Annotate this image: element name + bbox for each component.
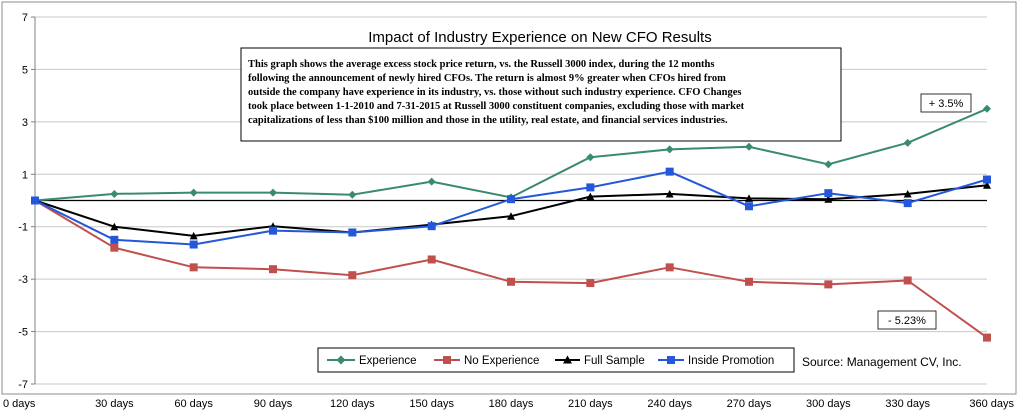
y-tick-label: -3 xyxy=(18,274,28,286)
annotation-line: following the announcement of newly hire… xyxy=(248,73,726,84)
data-point-no-experience xyxy=(586,279,595,288)
legend-item-inside-promotion: Inside Promotion xyxy=(658,355,774,367)
x-tick-label: 30 days xyxy=(95,398,134,410)
y-tick-label: -7 xyxy=(18,379,28,391)
data-point-experience xyxy=(427,177,436,186)
legend-marker-experience xyxy=(336,355,346,365)
callout-experience-frame xyxy=(920,93,972,113)
callout-no-experience-text: - 5.23% xyxy=(888,315,926,327)
legend: Experience No Experience Full Sample Ins… xyxy=(317,347,795,373)
x-tick-label: 300 days xyxy=(806,398,851,410)
data-point-inside-promotion xyxy=(983,175,991,184)
annotation-line: outside the company have experience in i… xyxy=(248,87,742,98)
data-point-no-experience xyxy=(189,263,198,272)
legend-label-full-sample: Full Sample xyxy=(584,355,645,367)
data-point-no-experience xyxy=(745,277,753,286)
data-point-inside-promotion xyxy=(665,167,674,176)
x-tick-label: 120 days xyxy=(330,398,375,410)
data-point-experience xyxy=(745,142,753,151)
annotation-line: This graph shows the average excess stoc… xyxy=(248,59,714,70)
data-point-full-sample xyxy=(665,189,674,198)
x-tick-label: 270 days xyxy=(727,398,772,410)
callout-no-experience-frame xyxy=(877,310,937,330)
annotation-line: took place between 1-1-2010 and 7-31-201… xyxy=(248,101,745,112)
data-point-full-sample xyxy=(745,194,753,202)
data-point-experience xyxy=(189,188,198,197)
data-point-no-experience xyxy=(665,263,674,272)
data-point-no-experience xyxy=(427,255,436,264)
y-tick-labels: 7 5 3 1 -1 -3 -5 -7 xyxy=(18,12,28,391)
y-tick-label: 3 xyxy=(22,117,28,129)
data-point-full-sample xyxy=(110,222,119,231)
data-point-no-experience xyxy=(983,333,991,342)
legend-marker-inside-promotion xyxy=(667,356,675,364)
data-point-full-sample xyxy=(586,192,595,201)
data-point-no-experience xyxy=(269,265,277,274)
data-point-inside-promotion xyxy=(507,195,515,204)
data-point-experience xyxy=(824,160,833,169)
legend-marker-no-experience xyxy=(443,356,451,364)
data-point-inside-promotion xyxy=(586,183,595,192)
legend-label-no-experience: No Experience xyxy=(464,355,539,367)
callout-experience-text: + 3.5% xyxy=(929,98,964,110)
data-point-inside-promotion xyxy=(189,240,198,249)
data-point-full-sample xyxy=(824,195,833,203)
data-point-experience xyxy=(586,153,595,162)
annotation-line: capitalizations of less than $100 millio… xyxy=(248,115,728,126)
data-point-full-sample xyxy=(903,189,912,198)
data-point-inside-promotion xyxy=(348,228,357,237)
data-point-full-sample xyxy=(189,231,198,240)
y-tick-label: -1 xyxy=(18,222,28,234)
legend-label-inside-promotion: Inside Promotion xyxy=(688,355,774,367)
data-point-inside-promotion xyxy=(903,199,912,208)
y-tick-label: 5 xyxy=(22,64,28,76)
x-tick-label: 210 days xyxy=(568,398,613,410)
data-point-inside-promotion xyxy=(427,222,436,231)
data-point-inside-promotion xyxy=(269,226,277,235)
data-point-experience xyxy=(269,188,277,197)
data-point-inside-promotion xyxy=(110,235,119,244)
callout-experience: + 3.5% xyxy=(920,93,972,113)
legend-item-full-sample: Full Sample xyxy=(555,355,645,367)
legend-item-experience: Experience xyxy=(327,355,417,367)
data-point-no-experience xyxy=(903,276,912,285)
chart-title: Impact of Industry Experience on New CFO… xyxy=(368,29,711,46)
y-tick-label: 7 xyxy=(22,12,28,24)
data-point-inside-promotion xyxy=(745,202,753,211)
annotation-box-frame xyxy=(240,47,842,142)
x-tick-label: 90 days xyxy=(254,398,293,410)
x-tick-label: 180 days xyxy=(489,398,534,410)
data-point-no-experience xyxy=(348,271,357,280)
legend-marker-full-sample xyxy=(563,355,572,364)
data-point-experience xyxy=(983,104,991,113)
data-point-full-sample xyxy=(983,181,991,189)
source-note: Source: Management CV, Inc. xyxy=(802,355,962,369)
y-tick-label: -5 xyxy=(18,327,28,339)
data-point-no-experience xyxy=(507,277,515,286)
data-point-experience xyxy=(348,190,357,199)
x-tick-label: 60 days xyxy=(174,398,213,410)
legend-item-no-experience: No Experience xyxy=(434,355,539,367)
x-tick-label: 360 days xyxy=(969,398,1014,410)
data-point-no-experience xyxy=(110,243,119,252)
annotation-box: This graph shows the average excess stoc… xyxy=(240,47,842,142)
callout-no-experience: - 5.23% xyxy=(877,310,937,330)
data-point-experience xyxy=(903,138,912,147)
data-point-inside-promotion xyxy=(31,196,39,205)
data-point-no-experience xyxy=(824,280,833,289)
x-tick-label: 330 days xyxy=(885,398,930,410)
data-point-inside-promotion xyxy=(824,189,833,198)
data-point-experience xyxy=(110,189,119,198)
x-tick-label: 240 days xyxy=(647,398,692,410)
y-tick-label: 1 xyxy=(22,169,28,181)
x-tick-label: 150 days xyxy=(409,398,454,410)
series-layer xyxy=(31,104,991,342)
x-tick-labels: 0 days 30 days 60 days 90 days 120 days 150 d… xyxy=(3,398,1014,410)
legend-label-experience: Experience xyxy=(359,355,417,367)
data-point-full-sample xyxy=(507,212,515,220)
x-tick-label: 0 days xyxy=(3,398,36,410)
data-point-experience xyxy=(665,145,674,154)
